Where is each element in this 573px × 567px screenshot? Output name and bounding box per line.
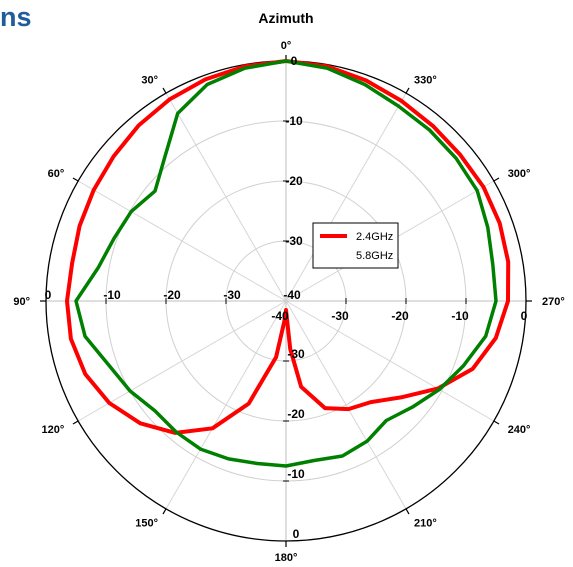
radial-label: -10 (103, 288, 121, 302)
radial-label: -40 (283, 288, 301, 302)
angle-tick (162, 87, 167, 94)
grid-spoke (285, 300, 407, 510)
legend: 2.4GHz 5.8GHz (312, 222, 399, 269)
grid-spoke (285, 92, 407, 302)
grid-spoke (77, 300, 287, 422)
radial-label: -20 (163, 288, 181, 302)
grid-spoke (77, 180, 287, 302)
radial-labels: 0 0 0 0 -10 -10 -10 -10 -20 -20 -20 -20 -30 -30 -30 -30… (45, 54, 528, 541)
angle-labels: 0° 30° 60° 90° 120° 150° 180° 210° 240° 270° 300° 3… (13, 40, 564, 564)
angle-label: 90° (13, 296, 30, 308)
radial-label: 0 (45, 288, 52, 302)
radial-label: -10 (287, 467, 305, 481)
radial-label: -30 (331, 309, 349, 323)
radial-label: -10 (285, 114, 303, 128)
legend-label-5-8ghz: 5.8GHz (356, 250, 393, 262)
radial-label: 0 (521, 309, 528, 323)
angle-label: 300° (508, 168, 531, 180)
angle-label: 180° (275, 552, 298, 564)
radial-label: -30 (285, 234, 303, 248)
series-layer (65, 59, 511, 468)
radial-label: -30 (287, 347, 305, 361)
legend-box (312, 222, 399, 269)
radial-label: -20 (391, 309, 409, 323)
legend-label-2-4ghz: 2.4GHz (356, 231, 393, 243)
angle-tick (72, 177, 79, 182)
angle-tick (72, 420, 79, 425)
grid-spoke (165, 92, 287, 302)
series-line-2-4ghz (65, 59, 511, 435)
angle-label: 270° (542, 296, 565, 308)
chart-title: Azimuth (258, 10, 313, 26)
angle-label: 60° (48, 168, 65, 180)
angle-tick (405, 508, 410, 515)
radial-label: 0 (291, 54, 298, 68)
angle-label: 120° (42, 424, 65, 436)
radial-label: -20 (287, 407, 305, 421)
radial-label: -10 (451, 309, 469, 323)
page-title-fragment: ns (0, 2, 32, 32)
angle-tick (493, 420, 500, 425)
angle-label: 150° (135, 518, 158, 530)
angle-tick (162, 508, 167, 515)
grid-spoke (165, 300, 287, 510)
angle-label: 330° (414, 74, 437, 86)
angle-label: 240° (508, 424, 531, 436)
angle-label: 0° (281, 40, 292, 52)
grid-spoke (285, 300, 495, 422)
radial-label: 0 (293, 527, 300, 541)
angle-tick (405, 87, 410, 94)
series-line-5-8ghz (74, 59, 498, 468)
radial-label: -20 (285, 174, 303, 188)
angle-label: 210° (414, 518, 437, 530)
radial-label: -30 (223, 288, 241, 302)
angle-label: 30° (141, 74, 158, 86)
angle-tick (493, 177, 500, 182)
radial-label: -40 (271, 309, 289, 323)
